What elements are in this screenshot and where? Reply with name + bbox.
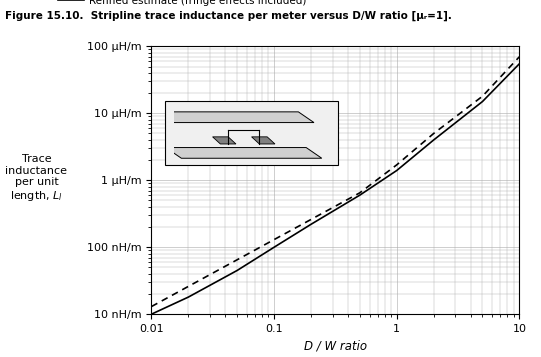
X-axis label: D / W ratio: D / W ratio (304, 340, 367, 352)
Polygon shape (158, 112, 314, 122)
Bar (166, 101, 338, 165)
Polygon shape (166, 147, 322, 158)
Polygon shape (252, 137, 275, 144)
Text: Trace
inductance
per unit
length, $L_l$: Trace inductance per unit length, $L_l$ (5, 154, 68, 203)
Text: Figure 15.10.  Stripline trace inductance per meter versus D/W ratio [μᵣ=1].: Figure 15.10. Stripline trace inductance… (5, 11, 452, 21)
Polygon shape (213, 137, 236, 144)
Legend: Crude estimate using Eq. (17.3), Refined estimate (fringe effects included): Crude estimate using Eq. (17.3), Refined… (54, 0, 311, 10)
